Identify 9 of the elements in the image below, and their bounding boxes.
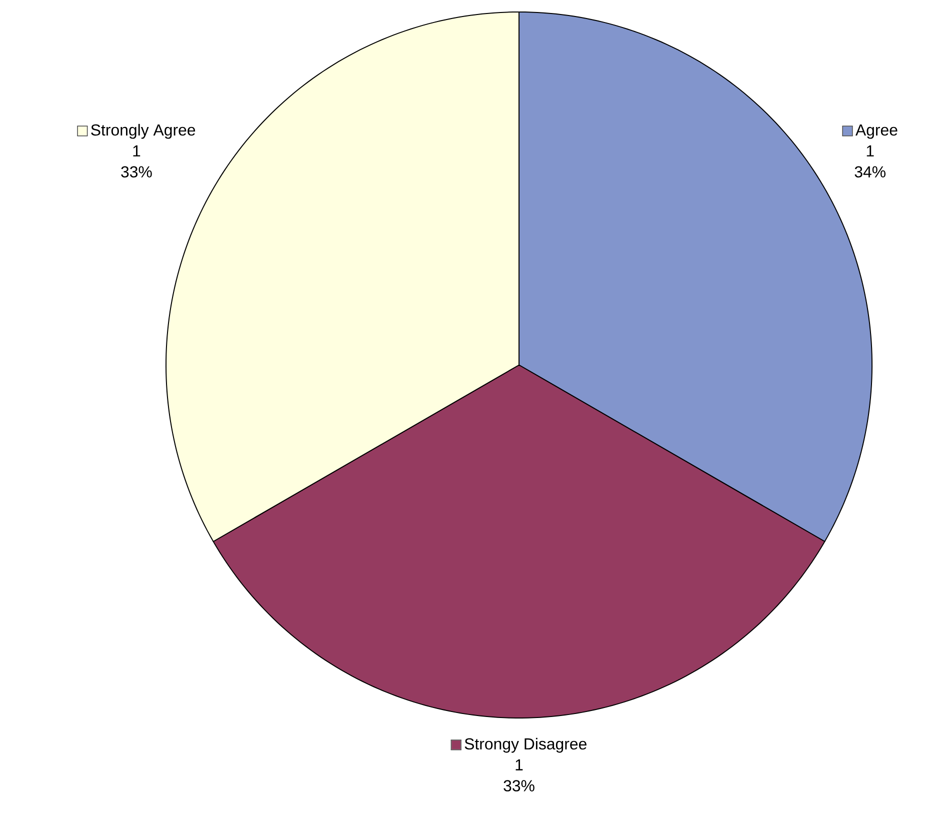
data-label: 1 bbox=[133, 145, 140, 156]
legend-label: Strongly Agree bbox=[91, 124, 196, 139]
data-label: 1 bbox=[516, 759, 523, 770]
text: 34% bbox=[854, 166, 886, 178]
text: 33% bbox=[121, 166, 152, 178]
data-label: 1 bbox=[866, 145, 874, 156]
legend-label: Agree bbox=[855, 124, 898, 139]
text: 33% bbox=[504, 780, 534, 792]
legend-label: Strongy Disagree bbox=[464, 738, 586, 753]
